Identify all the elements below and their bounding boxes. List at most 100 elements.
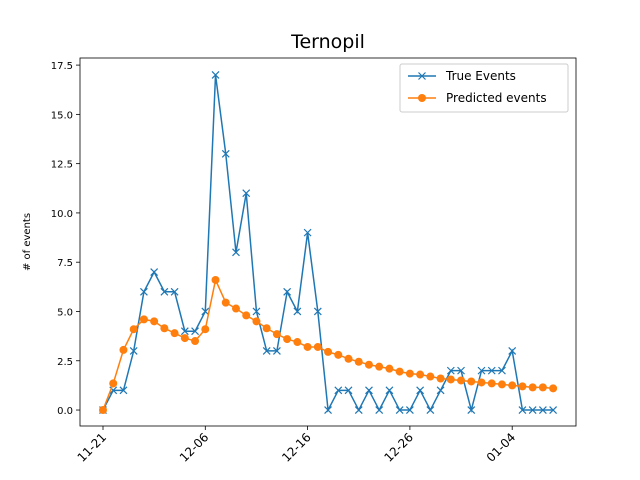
marker <box>303 342 312 351</box>
marker <box>405 369 414 378</box>
marker <box>221 149 230 158</box>
marker <box>385 364 394 373</box>
marker <box>457 376 466 385</box>
marker <box>365 386 373 395</box>
x-tick-label: 01-04 <box>484 430 519 465</box>
marker <box>487 379 496 388</box>
marker <box>405 406 414 414</box>
marker <box>354 357 363 366</box>
marker <box>416 386 425 395</box>
marker <box>538 406 547 414</box>
marker <box>528 406 537 414</box>
marker <box>457 366 465 375</box>
x-tick-label: 12-26 <box>381 430 416 465</box>
marker <box>344 386 353 395</box>
marker <box>324 347 333 356</box>
marker <box>191 327 199 336</box>
marker <box>211 275 220 284</box>
legend-label: Predicted events <box>446 91 547 105</box>
marker <box>508 346 517 355</box>
marker <box>242 311 251 320</box>
marker <box>528 383 537 392</box>
marker <box>211 71 220 79</box>
marker <box>344 354 353 363</box>
marker <box>262 324 271 333</box>
y-tick-label: 17.5 <box>51 61 73 72</box>
y-tick-label: 10.0 <box>51 209 73 220</box>
marker <box>283 287 292 296</box>
y-tick-label: 2.5 <box>57 357 73 368</box>
marker <box>508 381 517 390</box>
marker <box>293 307 302 316</box>
marker <box>119 386 128 395</box>
legend-label: True Events <box>445 69 516 83</box>
y-tick-label: 12.5 <box>51 160 73 171</box>
marker <box>518 382 527 391</box>
marker <box>395 406 404 414</box>
marker <box>180 327 189 336</box>
marker <box>436 374 445 383</box>
marker <box>129 346 138 355</box>
marker <box>201 307 210 316</box>
marker <box>334 386 343 395</box>
marker <box>150 268 159 276</box>
marker <box>221 298 230 307</box>
marker <box>467 406 476 414</box>
marker <box>231 304 240 313</box>
marker <box>549 384 558 393</box>
marker <box>119 345 128 354</box>
marker <box>139 287 148 296</box>
marker <box>313 307 322 316</box>
marker <box>232 248 240 257</box>
marker <box>467 377 476 386</box>
marker <box>283 335 292 344</box>
marker <box>416 370 425 379</box>
marker <box>324 406 332 414</box>
marker <box>303 228 312 237</box>
marker <box>150 317 159 326</box>
marker <box>334 350 343 359</box>
series-line <box>102 74 554 414</box>
marker <box>129 325 138 334</box>
chart-title: Ternopil <box>290 31 365 53</box>
marker <box>252 307 261 316</box>
marker <box>354 406 363 414</box>
marker <box>446 366 455 375</box>
marker <box>487 366 496 375</box>
marker <box>538 383 547 392</box>
y-axis-label: # of events <box>22 213 33 271</box>
marker <box>99 406 107 415</box>
marker <box>497 380 506 389</box>
y-tick-label: 7.5 <box>57 258 73 269</box>
marker <box>170 329 179 338</box>
marker <box>395 367 404 376</box>
x-tick-label: 12-16 <box>279 430 314 465</box>
marker <box>160 324 169 333</box>
marker <box>436 386 445 395</box>
marker <box>426 406 435 414</box>
marker <box>293 338 302 347</box>
legend-marker <box>418 72 426 80</box>
marker <box>242 189 251 198</box>
marker <box>313 342 322 351</box>
marker <box>170 287 179 296</box>
marker <box>252 317 261 326</box>
marker <box>272 346 281 355</box>
y-tick-label: 0.0 <box>57 406 73 417</box>
marker <box>385 386 394 395</box>
marker <box>160 287 169 296</box>
marker <box>364 360 373 369</box>
marker <box>272 330 281 339</box>
marker <box>477 378 486 387</box>
marker <box>549 406 558 414</box>
marker <box>477 366 486 375</box>
marker <box>426 372 435 381</box>
marker <box>375 406 384 414</box>
y-tick-label: 5.0 <box>57 307 73 318</box>
marker <box>191 337 200 346</box>
x-tick-label: 12-06 <box>177 430 212 465</box>
y-tick-label: 15.0 <box>51 110 73 121</box>
marker <box>518 406 527 414</box>
